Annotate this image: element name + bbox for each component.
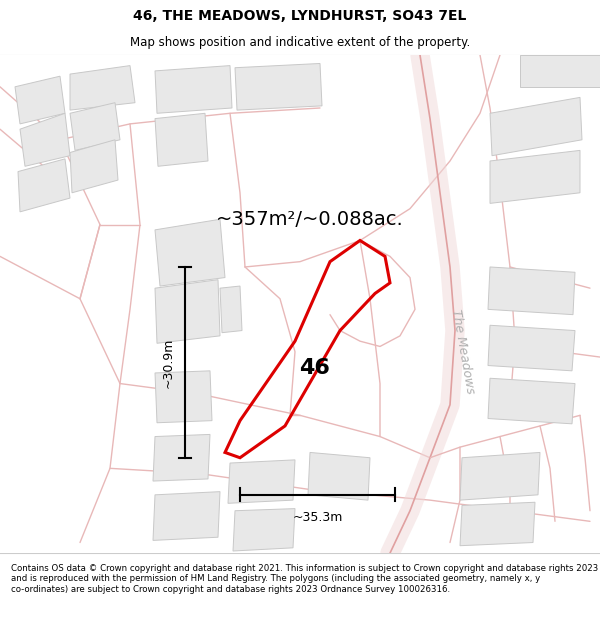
Polygon shape [155, 113, 208, 166]
Polygon shape [20, 113, 70, 166]
Polygon shape [70, 140, 118, 192]
Polygon shape [153, 434, 210, 481]
Polygon shape [155, 371, 212, 423]
Polygon shape [18, 159, 70, 212]
Polygon shape [520, 55, 600, 87]
Polygon shape [228, 460, 295, 503]
Text: The Meadows: The Meadows [449, 309, 477, 395]
Polygon shape [490, 98, 582, 156]
Polygon shape [490, 151, 580, 203]
Text: 46: 46 [299, 357, 331, 377]
Polygon shape [153, 492, 220, 541]
Text: ~30.9m: ~30.9m [162, 337, 175, 388]
Polygon shape [460, 503, 535, 546]
Polygon shape [488, 267, 575, 314]
Polygon shape [233, 509, 295, 551]
Polygon shape [70, 102, 120, 151]
Polygon shape [235, 64, 322, 110]
Text: Contains OS data © Crown copyright and database right 2021. This information is : Contains OS data © Crown copyright and d… [11, 564, 598, 594]
Text: 46, THE MEADOWS, LYNDHURST, SO43 7EL: 46, THE MEADOWS, LYNDHURST, SO43 7EL [133, 9, 467, 24]
Polygon shape [15, 76, 65, 124]
Text: ~357m²/~0.088ac.: ~357m²/~0.088ac. [216, 210, 404, 229]
Polygon shape [155, 219, 225, 286]
Polygon shape [460, 452, 540, 500]
Polygon shape [488, 325, 575, 371]
Polygon shape [155, 66, 232, 113]
Text: ~35.3m: ~35.3m [292, 511, 343, 524]
Text: Map shows position and indicative extent of the property.: Map shows position and indicative extent… [130, 36, 470, 49]
Polygon shape [155, 279, 220, 343]
Polygon shape [70, 66, 135, 110]
Polygon shape [220, 286, 242, 332]
Polygon shape [488, 378, 575, 424]
Polygon shape [308, 452, 370, 500]
